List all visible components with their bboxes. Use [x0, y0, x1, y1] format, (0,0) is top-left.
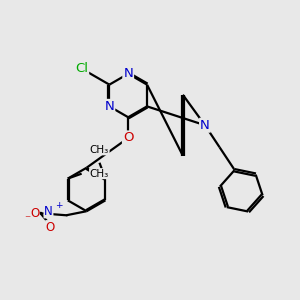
- Text: +: +: [55, 201, 62, 210]
- Text: O: O: [46, 221, 55, 234]
- Text: O: O: [30, 207, 39, 220]
- Text: Cl: Cl: [75, 62, 88, 75]
- Text: N: N: [44, 205, 53, 218]
- Text: N: N: [123, 67, 133, 80]
- Text: ⁻: ⁻: [25, 213, 31, 226]
- Text: CH₃: CH₃: [90, 169, 109, 178]
- Text: O: O: [123, 131, 134, 145]
- Text: N: N: [200, 119, 210, 132]
- Text: N: N: [104, 100, 114, 113]
- Text: CH₃: CH₃: [90, 145, 109, 155]
